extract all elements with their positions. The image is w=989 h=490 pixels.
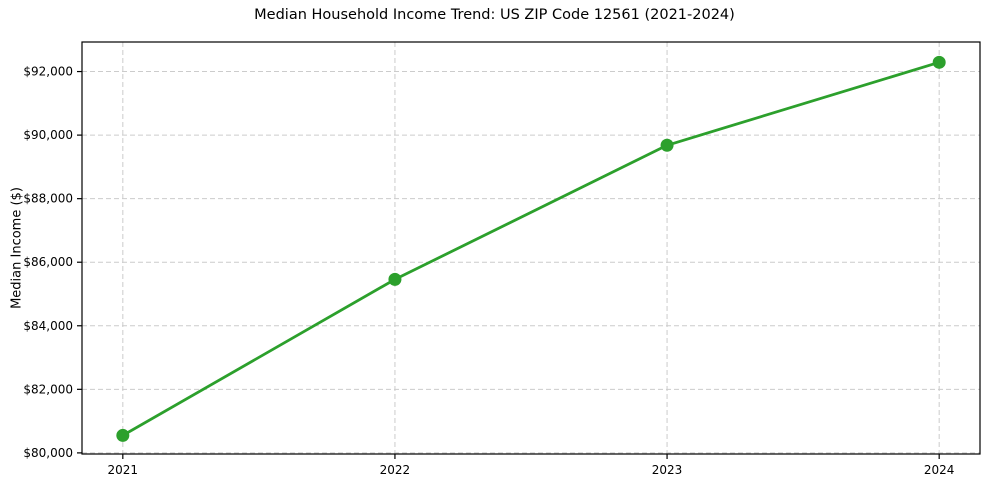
- trend-line: [121, 60, 941, 437]
- y-tick-label: $80,000: [23, 446, 73, 460]
- data-point-marker: [932, 55, 946, 69]
- x-tick-label: 2024: [924, 463, 955, 477]
- y-tick-label: $88,000: [23, 192, 73, 206]
- x-tick-label: 2022: [380, 463, 411, 477]
- data-point-marker: [660, 138, 674, 152]
- plot-border: [81, 41, 981, 455]
- y-tick-label: $92,000: [23, 65, 73, 79]
- x-tick-label: 2023: [652, 463, 683, 477]
- x-tick-label: 2021: [108, 463, 139, 477]
- y-tick-label: $84,000: [23, 319, 73, 333]
- y-tick-label: $90,000: [23, 128, 73, 142]
- data-point-marker: [116, 428, 130, 442]
- data-point-marker: [388, 272, 402, 286]
- y-tick-label: $86,000: [23, 255, 73, 269]
- y-tick-label: $82,000: [23, 382, 73, 396]
- chart-title: Median Household Income Trend: US ZIP Co…: [254, 7, 735, 23]
